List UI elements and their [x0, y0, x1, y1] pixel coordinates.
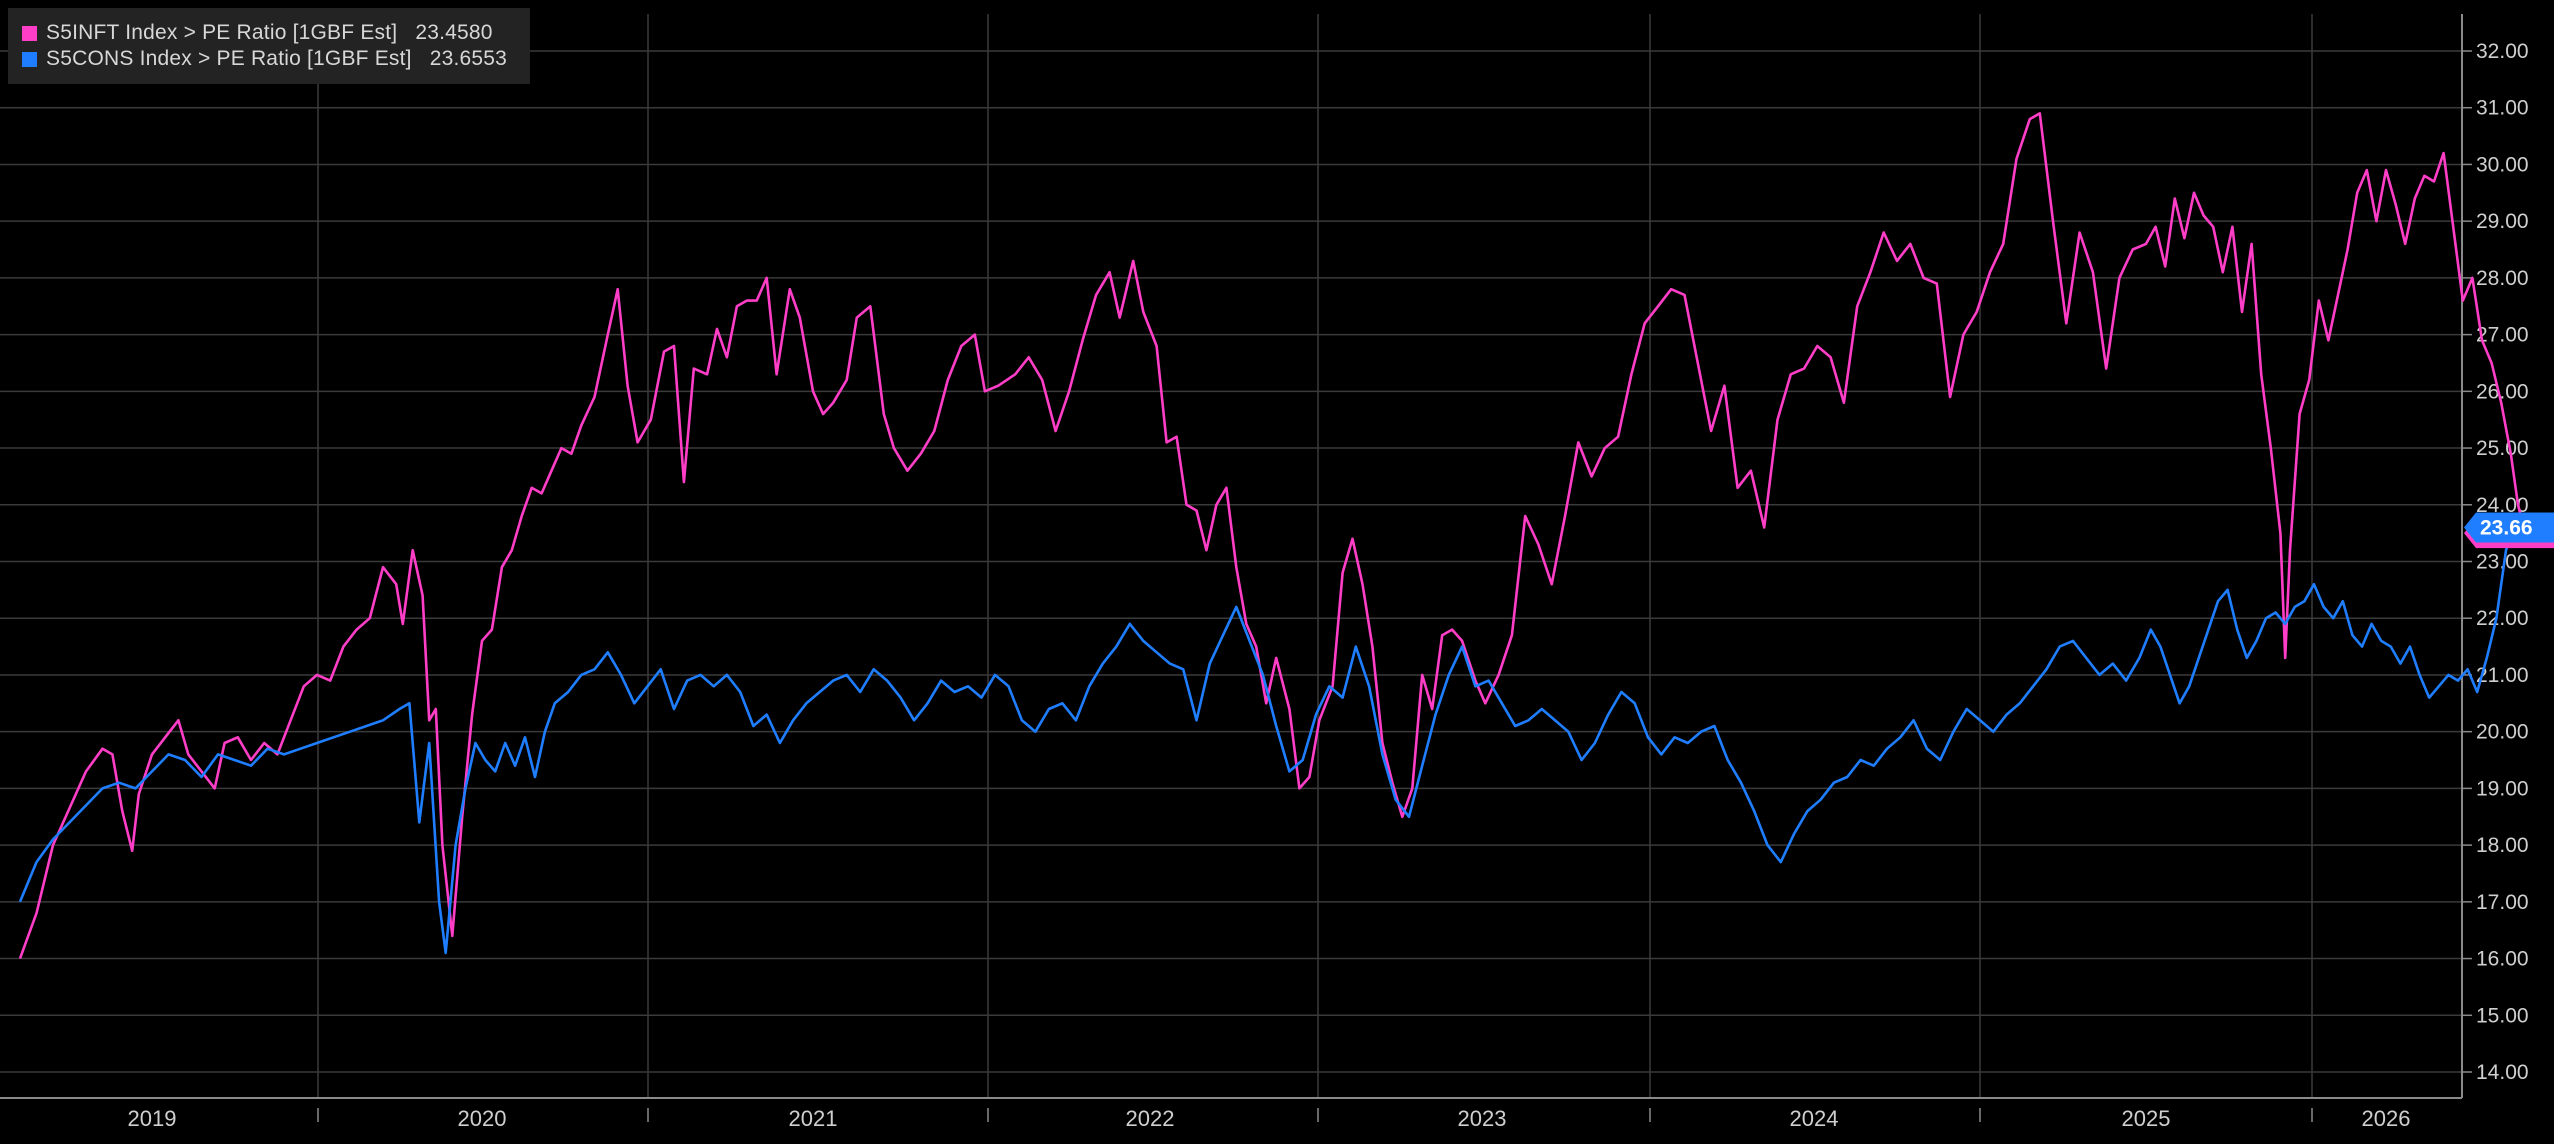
y-tick-label: 20.00 — [2476, 721, 2529, 744]
x-tick-label: 2026 — [2362, 1106, 2411, 1131]
x-tick-label: 2020 — [458, 1106, 507, 1131]
series-line-s5cons — [18, 520, 2526, 955]
y-tick-label: 31.00 — [2476, 97, 2529, 120]
y-tick-label: 25.00 — [2476, 437, 2529, 460]
y-axis-ticks: 14.00 15.00 16.00 17.00 18.00 19.00 20.00 21.00… — [2462, 40, 2529, 1084]
y-tick-label: 23.00 — [2476, 551, 2529, 574]
legend-label-s5inft: S5INFT Index > PE Ratio [1GBF Est] — [46, 21, 398, 44]
y-tick-label: 32.00 — [2476, 40, 2529, 63]
tag-label: 23.66 — [2480, 516, 2533, 539]
y-tick-label: 18.00 — [2476, 834, 2529, 857]
x-tick-label: 2021 — [789, 1106, 838, 1131]
y-tick-label: 22.00 — [2476, 607, 2529, 630]
legend-value-s5inft: 23.4580 — [415, 21, 493, 44]
last-value-tag-s5cons: 23.66 — [2464, 512, 2554, 543]
axes — [0, 14, 2463, 1099]
y-tick-label: 28.00 — [2476, 267, 2529, 290]
legend-swatch-s5inft — [22, 25, 37, 41]
legend-value-s5cons: 23.6553 — [429, 47, 508, 70]
y-tick-label: 24.00 — [2476, 494, 2529, 517]
x-tick-label: 2024 — [1790, 1106, 1839, 1131]
y-tick-label: 17.00 — [2476, 891, 2529, 914]
y-tick-label: 29.00 — [2476, 210, 2529, 233]
legend-entry-s5inft[interactable]: S5INFT Index > PE Ratio [1GBF Est] 23.45… — [22, 20, 516, 46]
series-line-s5inft — [18, 112, 2527, 960]
y-tick-label: 19.00 — [2476, 777, 2529, 800]
tag-shape — [2464, 512, 2554, 543]
x-tick-label: 2023 — [1458, 1106, 1507, 1131]
x-tick-label: 2025 — [2122, 1106, 2171, 1131]
x-tick-label: 2022 — [1126, 1106, 1175, 1131]
legend: S5INFT Index > PE Ratio [1GBF Est] 23.45… — [8, 8, 530, 84]
x-tick-label: 2019 — [128, 1106, 177, 1131]
y-tick-label: 14.00 — [2476, 1061, 2529, 1084]
legend-swatch-s5cons — [22, 51, 37, 67]
y-tick-label: 21.00 — [2476, 664, 2529, 687]
gridlines — [0, 14, 2462, 1098]
last-value-tags: 23.4623.66 — [2464, 512, 2554, 549]
y-tick-label: 27.00 — [2476, 324, 2529, 347]
legend-label-s5cons: S5CONS Index > PE Ratio [1GBF Est] — [46, 47, 412, 70]
y-tick-label: 16.00 — [2476, 948, 2529, 971]
legend-entry-s5cons[interactable]: S5CONS Index > PE Ratio [1GBF Est] 23.65… — [22, 46, 516, 72]
x-axis-ticks: 2019 2020 2021 2022 2023 2024 2025 2026 — [128, 1106, 2411, 1131]
y-tick-label: 15.00 — [2476, 1004, 2529, 1027]
y-tick-label: 26.00 — [2476, 380, 2529, 403]
y-tick-label: 30.00 — [2476, 153, 2529, 176]
series-lines — [18, 112, 2527, 960]
